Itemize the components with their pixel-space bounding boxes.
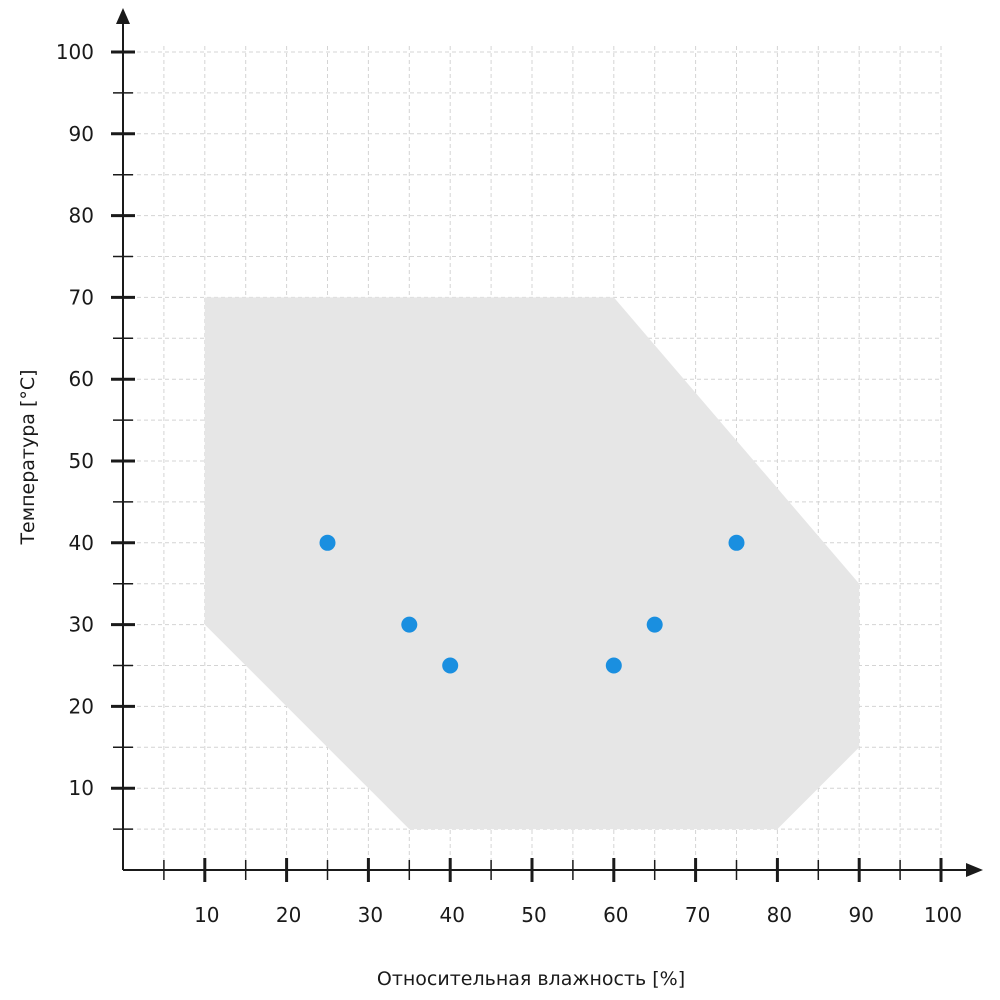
y-tick-label: 100 bbox=[56, 40, 94, 64]
x-axis-title: Относительная влажность [%] bbox=[377, 968, 685, 990]
data-point bbox=[319, 534, 336, 551]
y-tick-label: 40 bbox=[69, 531, 94, 555]
data-point bbox=[401, 616, 418, 633]
y-tick-label: 80 bbox=[69, 204, 94, 228]
y-tick-label: 20 bbox=[69, 694, 94, 718]
y-axis-arrow bbox=[116, 8, 130, 24]
y-tick-label: 70 bbox=[69, 285, 94, 309]
ticks: 10 20 30 40 50 60 70 80 90 100 10 20 30 40 50 60 70 80 90 1… bbox=[56, 40, 962, 927]
x-tick-label: 20 bbox=[276, 903, 301, 927]
x-tick-label: 80 bbox=[767, 903, 792, 927]
y-tick-label: 30 bbox=[69, 613, 94, 637]
x-tick-label: 100 bbox=[924, 903, 962, 927]
y-tick-label: 10 bbox=[69, 776, 94, 800]
data-point bbox=[605, 657, 622, 674]
x-tick-label: 70 bbox=[685, 903, 710, 927]
x-tick-label: 40 bbox=[439, 903, 464, 927]
y-tick-label: 60 bbox=[69, 367, 94, 391]
data-point bbox=[442, 657, 459, 674]
data-point bbox=[646, 616, 663, 633]
data-point bbox=[728, 534, 745, 551]
x-tick-label: 50 bbox=[521, 903, 546, 927]
x-tick-label: 30 bbox=[358, 903, 383, 927]
axes bbox=[116, 8, 983, 877]
y-axis-title: Температура [°C] bbox=[17, 369, 39, 545]
y-tick-label: 50 bbox=[69, 449, 94, 473]
points bbox=[319, 534, 745, 674]
x-tick-label: 60 bbox=[603, 903, 628, 927]
x-tick-label: 90 bbox=[848, 903, 873, 927]
x-tick-label: 10 bbox=[194, 903, 219, 927]
region-layer bbox=[204, 297, 860, 830]
shaded-region bbox=[204, 297, 860, 830]
x-axis-arrow bbox=[966, 863, 983, 877]
y-tick-label: 90 bbox=[69, 122, 94, 146]
